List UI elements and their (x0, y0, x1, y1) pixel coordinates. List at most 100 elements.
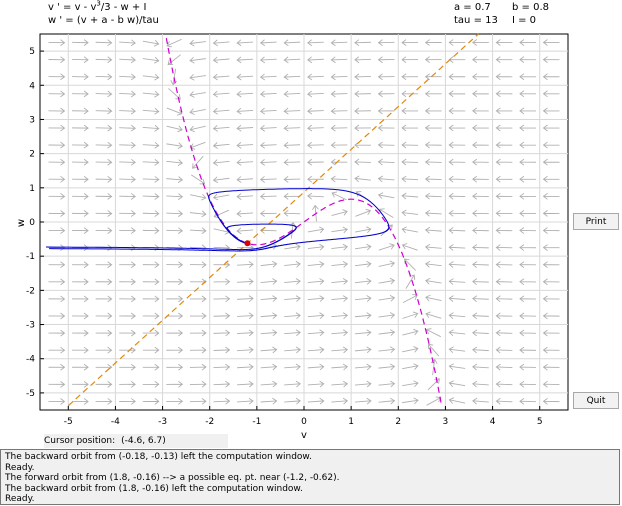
field-arrow (354, 107, 371, 115)
field-arrow (331, 346, 349, 354)
field-arrow (307, 141, 324, 149)
field-arrow (448, 295, 466, 302)
field-arrow (377, 39, 395, 47)
log-line: The forward orbit from (1.8, -0.16) --> … (5, 473, 340, 483)
field-arrow (378, 363, 396, 371)
field-arrow (72, 90, 89, 98)
field-arrow (542, 398, 560, 405)
field-arrow (259, 176, 277, 183)
field-arrow (48, 141, 66, 149)
field-arrow (307, 397, 325, 405)
print-button[interactable]: Print (573, 213, 619, 230)
field-arrow (378, 243, 395, 251)
field-arrow (401, 192, 419, 200)
field-arrow (95, 278, 113, 286)
field-arrow (260, 346, 278, 354)
field-arrow (72, 124, 89, 132)
field-arrow (284, 295, 301, 302)
field-arrow (237, 295, 254, 303)
w-nullcline (67, 33, 479, 407)
field-arrow (166, 363, 184, 371)
equations: v ' = v - v3/3 - w + I w ' = (v + a - b … (48, 0, 159, 27)
field-arrow (283, 39, 301, 47)
field-arrow (448, 175, 466, 183)
field-arrow (448, 397, 466, 404)
field-arrow (72, 39, 89, 47)
field-arrow (72, 107, 89, 115)
field-arrow (495, 346, 513, 354)
field-arrow (189, 397, 207, 405)
field-arrow (448, 278, 466, 285)
field-arrow (330, 73, 348, 81)
field-arrow (212, 73, 230, 81)
field-arrow (405, 274, 416, 289)
field-arrow (542, 56, 560, 63)
field-arrow (519, 90, 536, 98)
field-arrow (495, 244, 513, 251)
quit-button[interactable]: Quit (573, 392, 619, 409)
cursor-position-value: (-4.6, 6.7) (121, 436, 166, 446)
field-arrow (402, 363, 419, 370)
field-arrow (48, 381, 66, 388)
field-arrow (189, 56, 206, 64)
field-arrow (212, 56, 230, 64)
v-nullcline (165, 37, 443, 407)
field-arrow (401, 243, 418, 251)
field-arrow (448, 244, 466, 251)
field-arrow (424, 107, 442, 115)
field-arrow (519, 39, 536, 46)
field-arrow (495, 39, 513, 46)
x-tick-label: -2 (205, 417, 214, 427)
field-arrow (377, 141, 395, 149)
cursor-position-label: Cursor position: (44, 436, 116, 446)
field-arrow (519, 158, 536, 166)
field-arrow (283, 124, 301, 132)
direction-field (48, 38, 560, 406)
field-arrow (72, 278, 89, 286)
y-tick-label: -5 (26, 389, 35, 399)
field-arrow (354, 346, 372, 354)
field-arrow (377, 158, 395, 166)
field-arrow (307, 192, 324, 200)
field-arrow (542, 73, 560, 81)
field-arrow (213, 312, 231, 320)
field-arrow (354, 397, 372, 405)
field-arrow (425, 294, 442, 302)
field-arrow (48, 73, 66, 81)
field-arrow (48, 329, 66, 337)
field-arrow (330, 107, 348, 115)
field-arrow (95, 261, 113, 269)
field-arrow (237, 261, 254, 268)
field-arrow (166, 142, 184, 150)
field-arrow (378, 294, 396, 302)
field-arrow (519, 397, 536, 405)
field-arrow (472, 261, 489, 268)
field-arrow (401, 39, 419, 46)
field-arrow (72, 73, 89, 81)
param-tau: tau = 13 (454, 15, 498, 26)
field-arrow (72, 312, 89, 320)
field-arrow (283, 73, 301, 81)
param-a: a = 0.7 (454, 2, 491, 13)
field-arrow (119, 380, 136, 388)
field-arrow (495, 295, 513, 303)
field-arrow (331, 260, 349, 268)
field-arrow (95, 312, 113, 320)
field-arrow (166, 346, 184, 354)
field-arrow (237, 346, 254, 354)
field-arrow (307, 226, 325, 234)
field-arrow (519, 141, 536, 149)
equilibrium-point (244, 240, 251, 247)
field-arrow (166, 125, 183, 133)
x-tick-label: 2 (395, 417, 401, 427)
field-arrow (142, 210, 160, 217)
field-arrow (472, 192, 489, 200)
field-arrow (48, 90, 66, 98)
x-tick-label: 5 (537, 417, 543, 427)
field-arrow (354, 73, 371, 81)
field-arrow (190, 193, 207, 201)
phase-plane-plot[interactable]: -5 -4 -3 -2 -1 0 1 2 3 4 5 -5 -4 -3 -2 -1 0 1 2 3 4 5 v w (0, 0, 622, 450)
field-arrow (401, 141, 419, 149)
field-arrow (95, 398, 113, 405)
field-arrow (307, 124, 324, 132)
